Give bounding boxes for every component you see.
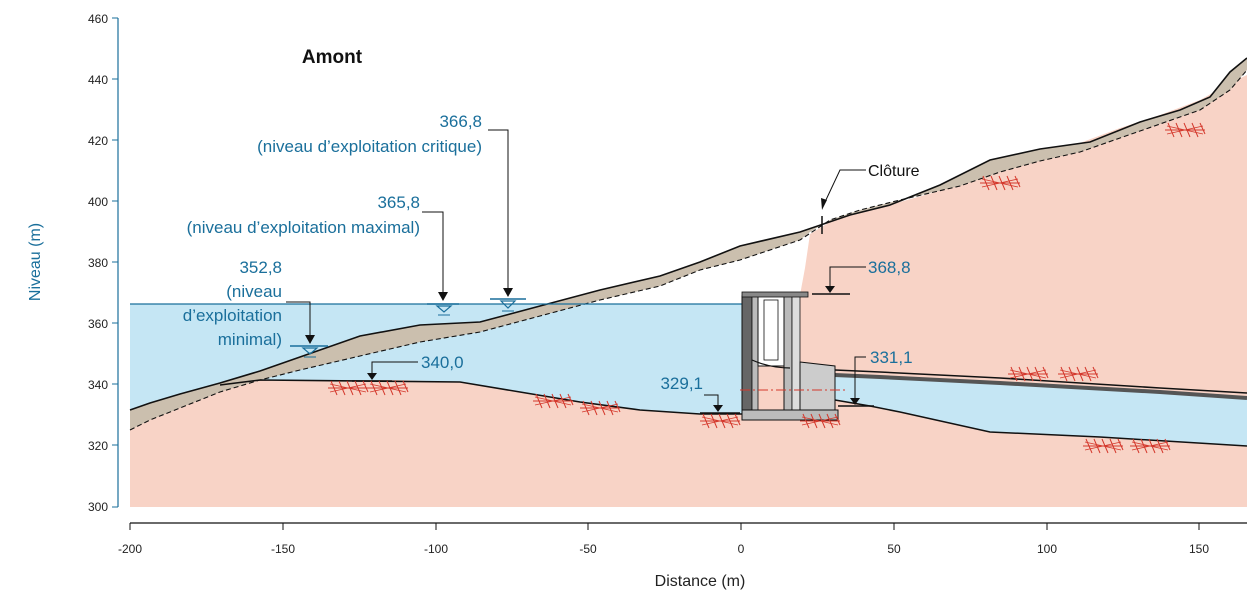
x-axis-title: Distance (m) (655, 573, 746, 590)
y-tick-label: 400 (88, 195, 108, 209)
intake-structure (741, 291, 839, 421)
level-minimal-desc: d’exploitation (183, 306, 282, 325)
elevation-label-340: 340,0 (421, 353, 464, 372)
level-maximal-value: 365,8 (377, 193, 420, 212)
ground-surface-line (129, 57, 1247, 411)
y-tick-label: 360 (88, 317, 108, 331)
elevation-marker-340 (352, 361, 418, 382)
y-tick-label: 320 (88, 439, 108, 453)
x-tick-label: -150 (271, 542, 295, 556)
bedrock-dashed-line (129, 69, 1247, 431)
region-label: Amont (302, 47, 363, 68)
water-level-marker-maximal (422, 211, 459, 316)
x-tick-label: -200 (118, 542, 142, 556)
y-tick-label: 340 (88, 378, 108, 392)
x-tick-label: 0 (738, 542, 745, 556)
x-tick-label: 150 (1189, 542, 1209, 556)
elevation-label-368: 368,8 (868, 258, 911, 277)
water-level-marker-critical (488, 129, 526, 312)
level-critical-desc: (niveau d’exploitation critique) (257, 137, 482, 156)
fence-leader-arrow (821, 198, 827, 210)
level-maximal-desc: (niveau d’exploitation maximal) (187, 218, 420, 237)
fence-leader (824, 169, 866, 203)
level-critical-value: 366,8 (439, 112, 482, 131)
elevation-label-331: 331,1 (870, 348, 913, 367)
soil-layer (130, 58, 1247, 430)
y-tick-label: 300 (88, 500, 108, 514)
water-level-marker-minimal (286, 301, 328, 358)
y-tick-label: 420 (88, 134, 108, 148)
y-axis-title: Niveau (m) (27, 223, 44, 301)
tunnel-lining-line (834, 373, 1247, 400)
level-minimal-desc: (niveau (226, 282, 282, 301)
reservoir-water (130, 304, 742, 430)
tunnel-floor-line (834, 399, 1247, 447)
x-tick-label: 100 (1037, 542, 1057, 556)
level-minimal-desc: minimal) (218, 330, 282, 349)
elevation-marker-329 (700, 394, 740, 414)
y-tick-label: 440 (88, 73, 108, 87)
level-minimal-value: 352,8 (239, 258, 282, 277)
fence-label: Clôture (868, 163, 920, 180)
x-axis: -200 -150 -100 -50 0 50 100 150 Distance… (118, 522, 1247, 590)
x-tick-label: -50 (579, 542, 597, 556)
y-axis: 300 320 340 360 380 400 420 440 460 Nive… (27, 12, 119, 514)
x-tick-label: 50 (887, 542, 901, 556)
y-tick-label: 460 (88, 12, 108, 26)
reservoir-floor-line (219, 379, 742, 415)
elevation-label-329: 329,1 (660, 374, 703, 393)
tunnel-roof-line (834, 369, 1247, 394)
x-tick-label: -100 (424, 542, 448, 556)
y-tick-label: 380 (88, 256, 108, 270)
elevation-marker-368 (812, 266, 866, 295)
elevation-marker-331 (838, 356, 874, 407)
